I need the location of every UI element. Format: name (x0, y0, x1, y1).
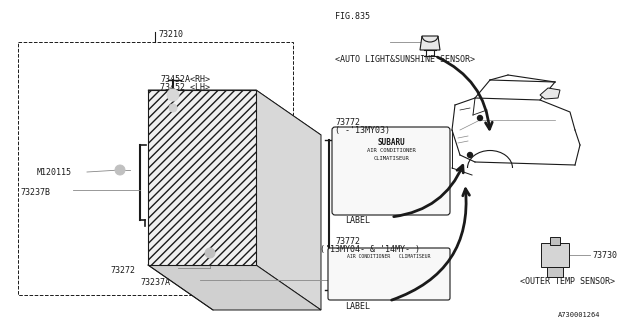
Text: 73452A<RH>: 73452A<RH> (160, 75, 210, 84)
Text: M120115: M120115 (37, 168, 72, 177)
Circle shape (467, 153, 472, 157)
FancyBboxPatch shape (328, 248, 450, 300)
Text: <OUTER TEMP SENSOR>: <OUTER TEMP SENSOR> (520, 277, 615, 286)
Text: 73272: 73272 (110, 266, 135, 275)
Text: A730001264: A730001264 (558, 312, 600, 318)
Text: 73237B: 73237B (20, 188, 50, 197)
Text: AIR CONDITIONER: AIR CONDITIONER (367, 148, 415, 153)
Text: FIG.835: FIG.835 (335, 12, 370, 21)
Text: 73730: 73730 (592, 251, 617, 260)
Text: ('13MY04- & '14MY- ): ('13MY04- & '14MY- ) (320, 245, 420, 254)
FancyBboxPatch shape (332, 127, 450, 215)
Text: 73772: 73772 (335, 118, 360, 127)
Circle shape (167, 89, 179, 101)
Circle shape (115, 165, 125, 175)
Circle shape (477, 116, 483, 121)
Polygon shape (148, 265, 321, 310)
Text: CLIMATISEUR: CLIMATISEUR (373, 156, 409, 161)
Bar (18, 42, 293, 295)
Circle shape (169, 104, 177, 112)
Text: LABEL: LABEL (345, 302, 370, 311)
Circle shape (205, 248, 215, 258)
Text: SUBARU: SUBARU (377, 138, 405, 147)
Bar (550, 237, 560, 245)
Text: 73210: 73210 (158, 30, 183, 39)
Polygon shape (256, 90, 321, 310)
Text: ( -'13MY03): ( -'13MY03) (335, 126, 390, 135)
FancyArrowPatch shape (438, 57, 492, 129)
Text: <AUTO LIGHT&SUNSHINE SENSOR>: <AUTO LIGHT&SUNSHINE SENSOR> (335, 55, 475, 64)
Text: AIR CONDITIONER   CLIMATISEUR: AIR CONDITIONER CLIMATISEUR (348, 254, 431, 259)
Polygon shape (540, 88, 560, 99)
Bar (148, 90, 256, 265)
Text: 73452 <LH>: 73452 <LH> (160, 83, 210, 92)
Bar (541, 243, 569, 267)
Text: 73772: 73772 (335, 237, 360, 246)
Polygon shape (420, 36, 440, 50)
Bar (547, 267, 563, 277)
FancyArrowPatch shape (394, 165, 463, 217)
Text: LABEL: LABEL (345, 216, 370, 225)
Polygon shape (148, 90, 321, 135)
Text: 73237A: 73237A (140, 278, 170, 287)
FancyArrowPatch shape (392, 189, 469, 300)
